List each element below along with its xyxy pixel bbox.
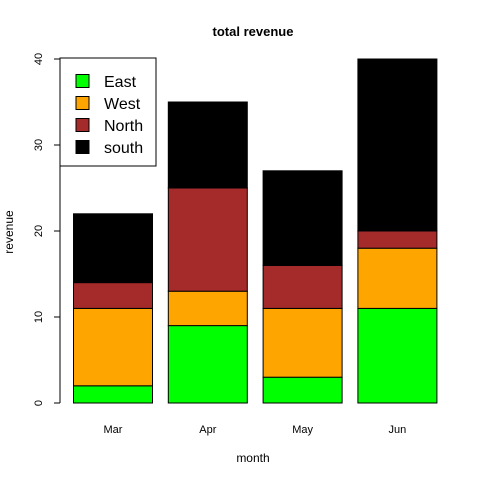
x-tick-label: Apr: [199, 424, 216, 436]
legend-label-west: West: [104, 96, 141, 113]
legend-swatch-west: [75, 96, 90, 110]
x-tick-label: Mar: [104, 424, 123, 436]
bar-segment-south-may: [262, 170, 343, 266]
y-axis-label: revenue: [2, 210, 16, 254]
legend-label-south: south: [104, 140, 143, 157]
bars: [73, 58, 438, 404]
bar-segment-north-mar: [73, 282, 153, 309]
legend-swatch-north: [75, 118, 90, 132]
bar-segment-west-apr: [167, 290, 248, 327]
legend: East West North south: [59, 57, 157, 167]
y-tick-label: 40: [33, 53, 45, 65]
x-tick-label: Jun: [389, 424, 407, 436]
y-axis: 0 10 20 30 40: [33, 53, 61, 406]
bar-segment-south-apr: [167, 101, 248, 189]
bar-segment-south-jun: [357, 58, 438, 232]
legend-label-north: North: [104, 118, 143, 135]
bar-segment-west-jun: [357, 247, 438, 309]
legend-swatch-east: [75, 74, 90, 88]
bar-segment-west-may: [262, 307, 343, 378]
chart-title: total revenue: [213, 24, 294, 39]
bar-segment-east-jun: [357, 307, 438, 404]
legend-swatch-south: [75, 140, 90, 154]
y-tick-label: 20: [33, 225, 45, 237]
y-tick-label: 30: [33, 139, 45, 151]
bar-segment-east-apr: [167, 325, 248, 404]
y-tick-label: 0: [33, 400, 45, 406]
x-axis-label: month: [236, 451, 269, 465]
bar-segment-north-may: [262, 264, 343, 309]
x-tick-label: May: [292, 424, 313, 436]
bar-segment-north-apr: [167, 187, 248, 292]
x-tick-labels: Mar Apr May Jun: [104, 424, 407, 436]
y-tick-label: 10: [33, 311, 45, 323]
bar-segment-north-jun: [357, 230, 438, 249]
bar-segment-west-mar: [73, 307, 153, 387]
bar-segment-east-mar: [73, 385, 153, 404]
legend-label-east: East: [104, 74, 137, 91]
bar-segment-south-mar: [73, 213, 153, 284]
bar-segment-east-may: [262, 376, 343, 404]
